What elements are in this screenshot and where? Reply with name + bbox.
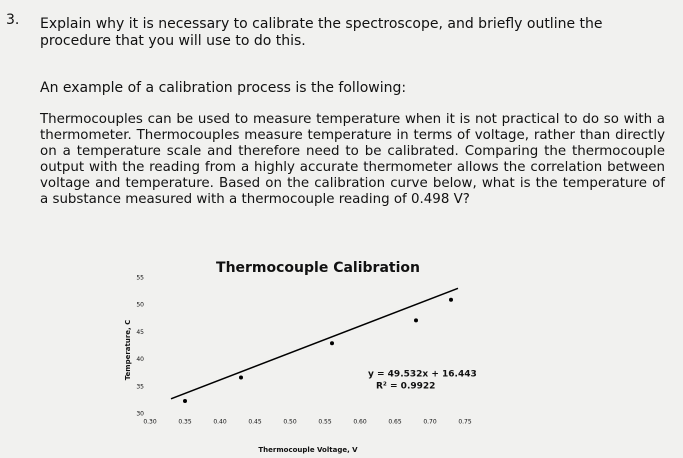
- x-tick-label: 0.40: [213, 419, 227, 426]
- data-point: [183, 398, 187, 403]
- x-tick-label: 0.35: [178, 419, 192, 426]
- x-axis-label: Thermocouple Voltage, V: [258, 446, 358, 454]
- question-number: 3.: [6, 12, 20, 28]
- data-point: [449, 297, 453, 302]
- data-point: [414, 318, 418, 323]
- data-point: [239, 375, 243, 380]
- x-tick-label: 0.65: [388, 419, 402, 426]
- annotation: R² = 0.9922: [376, 382, 435, 392]
- x-tick-label: 0.55: [318, 419, 332, 426]
- x-tick-label: 0.50: [283, 419, 297, 426]
- y-axis-label: Temperature, C: [124, 320, 132, 381]
- question-text: Explain why it is necessary to calibrate…: [40, 16, 603, 49]
- y-tick-label: 50: [136, 302, 144, 309]
- x-tick-label: 0.75: [458, 419, 472, 426]
- trendline: [170, 287, 459, 400]
- data-point: [330, 341, 334, 346]
- annotation: y = 49.532x + 16.443: [368, 370, 477, 380]
- x-tick-label: 0.30: [143, 419, 157, 426]
- y-tick-label: 40: [136, 356, 144, 363]
- chart: Thermocouple Calibration Thermocouple Vo…: [124, 260, 477, 454]
- paragraph: Thermocouples can be used to measure tem…: [40, 112, 665, 207]
- chart-title: Thermocouple Calibration: [216, 260, 420, 276]
- y-tick-label: 55: [136, 275, 144, 282]
- y-tick-label: 45: [136, 329, 144, 336]
- x-tick-label: 0.60: [353, 419, 367, 426]
- example-intro: An example of a calibration process is t…: [40, 80, 407, 96]
- y-tick-label: 35: [136, 383, 144, 390]
- x-tick-label: 0.45: [248, 419, 262, 426]
- y-tick-label: 30: [136, 411, 144, 418]
- x-tick-label: 0.70: [423, 419, 437, 426]
